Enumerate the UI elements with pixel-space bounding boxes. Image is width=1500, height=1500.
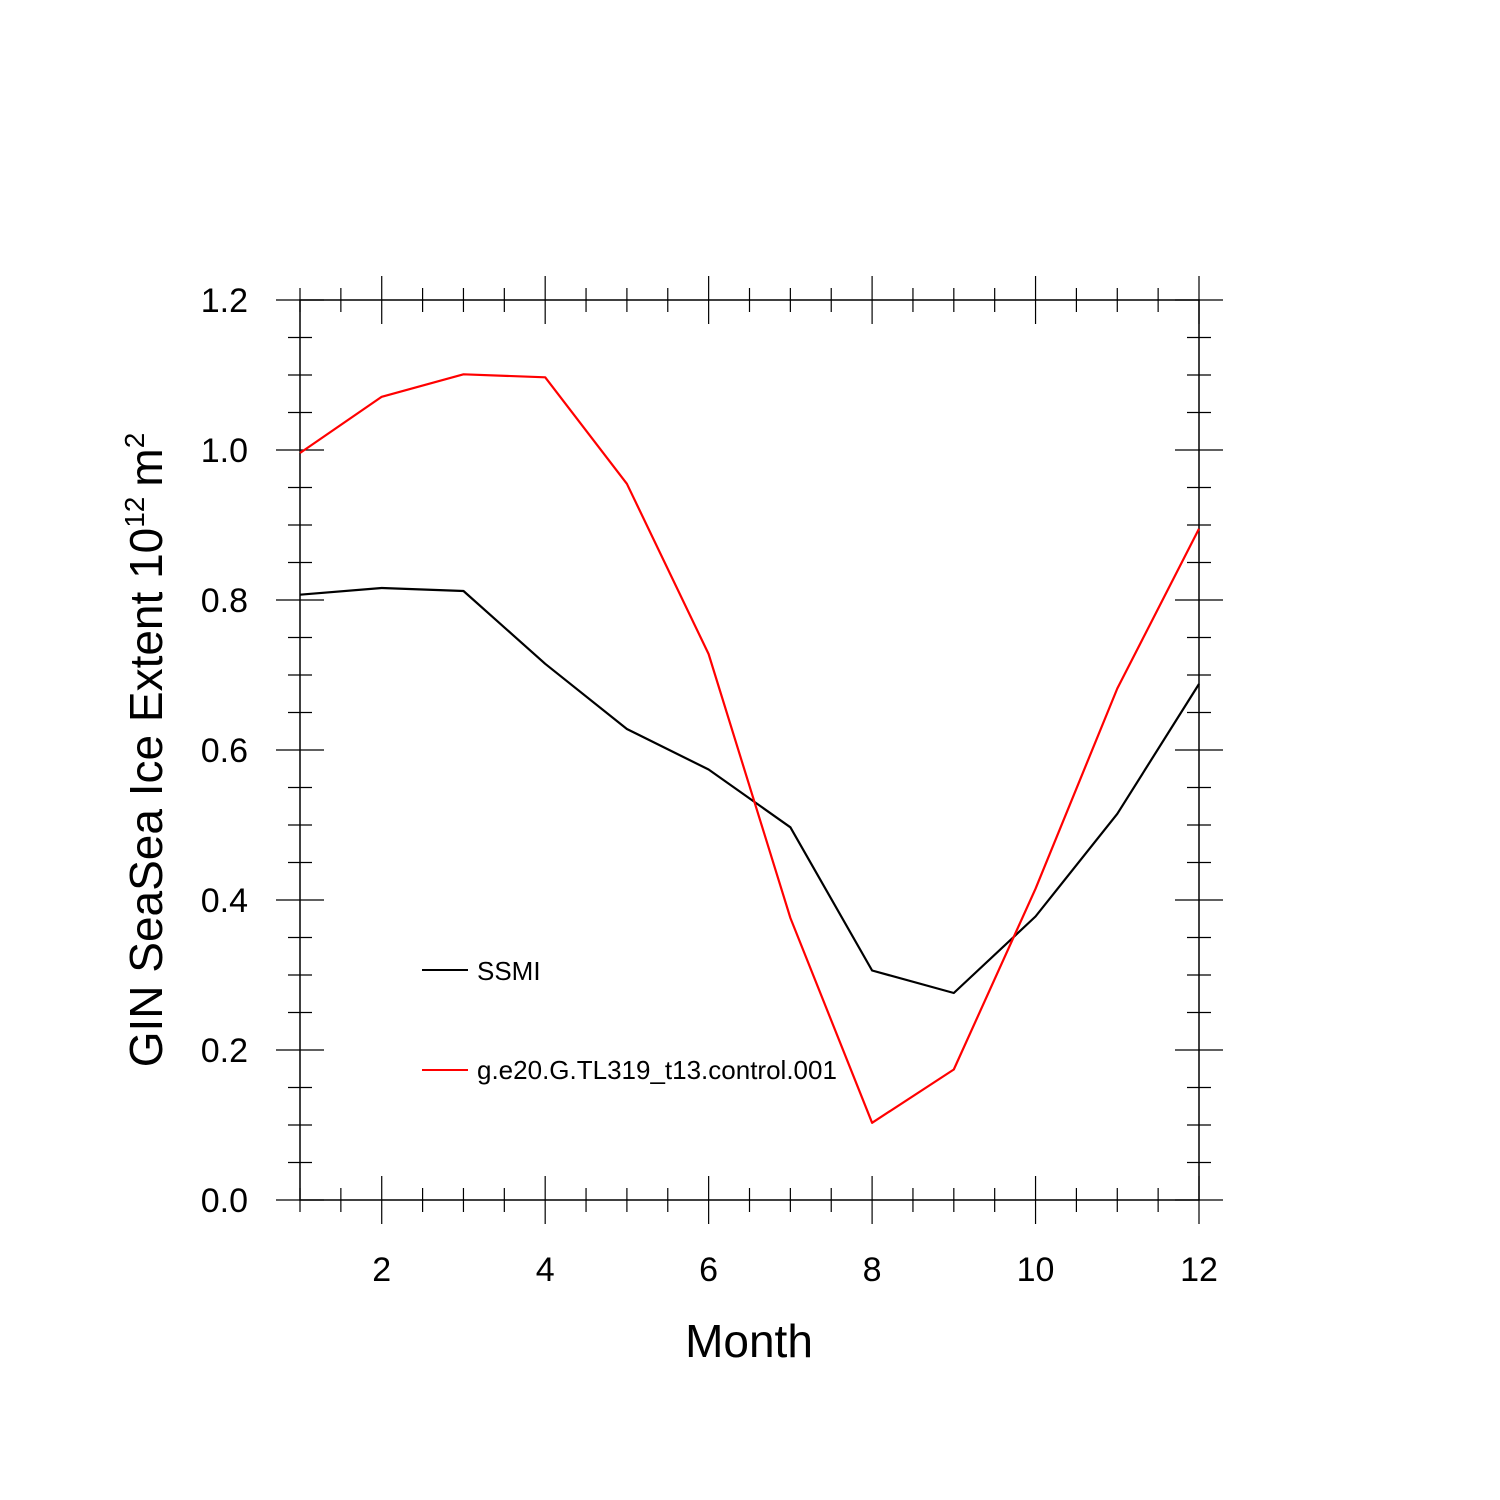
- series-line-ssmi: [299, 586, 1200, 995]
- series-line-control: [299, 373, 1200, 1124]
- series-lines: [299, 373, 1200, 1124]
- legend: SSMI g.e20.G.TL319_t13.control.001: [422, 956, 837, 1085]
- x-tick-label: 10: [1017, 1251, 1055, 1289]
- x-tick-label: 8: [863, 1251, 882, 1289]
- y-tick-label: 1.0: [201, 432, 248, 470]
- y-tick-label: 0.8: [201, 582, 248, 620]
- x-tick-label: 6: [699, 1251, 718, 1289]
- y-axis-title-unit-exponent: 2: [119, 433, 150, 449]
- legend-label-control: g.e20.G.TL319_t13.control.001: [477, 1055, 837, 1085]
- y-axis-title: GIN SeaSea Ice Extent 1012 m2: [119, 433, 172, 1068]
- axis-ticks: [276, 276, 1223, 1224]
- y-tick-label: 0.6: [201, 732, 248, 770]
- x-tick-label: 4: [536, 1251, 555, 1289]
- y-tick-label: 0.2: [201, 1032, 248, 1070]
- y-tick-label: 0.0: [201, 1182, 248, 1220]
- x-tick-label: 12: [1180, 1251, 1218, 1289]
- legend-label-ssmi: SSMI: [477, 956, 541, 986]
- x-axis-title: Month: [685, 1315, 813, 1367]
- y-tick-label: 1.2: [201, 282, 248, 320]
- y-axis-title-main: GIN SeaSea Ice Extent 10: [120, 528, 172, 1068]
- y-axis-title-exponent: 12: [119, 497, 150, 528]
- x-tick-label: 2: [372, 1251, 391, 1289]
- y-axis-title-unit: m: [120, 448, 172, 486]
- tick-labels: 2 4 6 8 10 12 0.0 0.2 0.4 0.6 0.8 1.0 1.2: [201, 282, 1218, 1289]
- y-tick-label: 0.4: [201, 882, 248, 920]
